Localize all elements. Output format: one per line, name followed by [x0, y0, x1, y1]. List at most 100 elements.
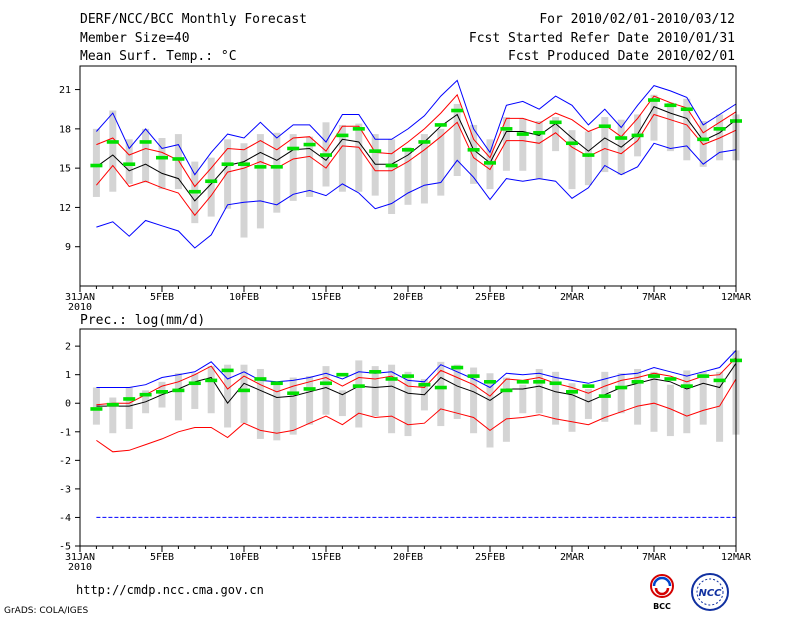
observed-mark: [254, 165, 267, 169]
obs-range-bar: [666, 102, 674, 152]
obs-range-bar: [552, 371, 560, 425]
observed-mark: [631, 133, 644, 138]
y-tick-label: 1: [65, 370, 71, 381]
obs-range-bar: [716, 371, 724, 442]
observed-mark: [336, 133, 349, 138]
observed-mark: [106, 140, 119, 144]
obs-range-bar: [289, 134, 297, 201]
obs-range-bar: [338, 390, 346, 417]
obs-range-bar: [158, 138, 166, 190]
source-url[interactable]: http://cmdp.ncc.cma.gov.cn: [76, 583, 264, 597]
x-tick-label: 2MAR: [560, 292, 585, 303]
x-tick-label: 31JAN: [65, 552, 95, 563]
obs-range-bar: [535, 121, 543, 179]
observed-mark: [484, 380, 496, 384]
obs-range-bar: [174, 134, 182, 190]
obs-range-bar: [207, 366, 215, 414]
series-line-lower: [96, 113, 737, 217]
obs-range-bar: [716, 114, 724, 161]
obs-range-bar: [388, 364, 396, 434]
observed-mark: [615, 136, 628, 140]
x-tick-year-label: 2010: [68, 302, 92, 313]
observed-mark: [287, 391, 300, 396]
observed-mark: [106, 402, 119, 407]
obs-range-bar: [666, 384, 674, 437]
observed-mark: [303, 387, 316, 391]
observed-mark: [418, 382, 431, 387]
obs-range-bar: [338, 124, 346, 192]
obs-range-bar: [519, 118, 527, 171]
y-tick-label: -5: [59, 542, 71, 553]
obs-range-bar: [92, 128, 100, 197]
observed-mark: [188, 189, 201, 194]
series-line-lower: [96, 378, 737, 453]
obs-range-bar: [535, 368, 543, 414]
observed-mark: [648, 98, 660, 102]
observed-mark: [352, 384, 365, 388]
observed-mark: [516, 380, 529, 384]
obs-range-bar: [584, 388, 592, 419]
obs-range-bar: [355, 123, 363, 192]
fcst-started-date: Fcst Started Refer Date 2010/01/31: [468, 31, 735, 46]
x-tick-year-label: 2010: [68, 562, 92, 573]
observed-mark: [713, 127, 726, 131]
obs-range-bar: [519, 384, 527, 414]
obs-range-bar: [306, 136, 314, 197]
series-line-mean: [96, 105, 737, 202]
observed-mark: [533, 380, 546, 384]
obs-range-bar: [224, 139, 232, 209]
observed-mark: [631, 380, 644, 384]
observed-mark: [90, 163, 103, 168]
y-tick-label: -1: [59, 427, 71, 438]
obs-range-bar: [453, 103, 461, 176]
x-tick-label: 5FEB: [150, 292, 174, 303]
x-tick-label: 5FEB: [150, 552, 174, 563]
obs-range-bar: [109, 397, 117, 434]
obs-range-bar: [306, 376, 314, 425]
fcst-produced-date: Fcst Produced Date 2010/02/01: [508, 49, 735, 64]
observed-mark: [582, 384, 595, 388]
observed-mark: [238, 162, 250, 167]
series-line-min: [96, 142, 737, 249]
x-tick-label: 15FEB: [311, 552, 341, 563]
forecast-period: For 2010/02/01-2010/03/12: [539, 12, 735, 27]
obs-range-bar: [552, 117, 560, 152]
observed-mark: [156, 390, 168, 394]
observed-mark: [320, 381, 332, 386]
chart-title: DERF/NCC/BCC Monthly Forecast: [80, 12, 307, 27]
observed-mark: [418, 140, 431, 144]
x-tick-label: 25FEB: [475, 292, 505, 303]
observed-mark: [697, 137, 710, 142]
obs-range-bar: [256, 134, 264, 229]
observed-mark: [434, 385, 447, 390]
obs-range-bar: [109, 110, 117, 192]
observed-mark: [303, 142, 316, 147]
observed-mark: [205, 378, 218, 383]
obs-range-bar: [371, 366, 379, 417]
observed-mark: [549, 120, 562, 125]
obs-range-bar: [699, 371, 707, 425]
observed-mark: [369, 370, 382, 374]
y-tick-label: 21: [59, 85, 71, 96]
x-tick-label: 7MAR: [642, 552, 667, 563]
obs-range-bar: [125, 387, 133, 429]
x-tick-label: 12MAR: [721, 552, 752, 563]
x-tick-label: 20FEB: [393, 552, 423, 563]
obs-range-bar: [650, 371, 658, 432]
obs-range-bar: [470, 124, 478, 184]
obs-range-bar: [568, 383, 576, 432]
obs-range-bar: [322, 366, 330, 415]
observed-mark: [516, 132, 529, 136]
series-line-max: [96, 79, 737, 176]
obs-range-bar: [502, 117, 510, 171]
observed-mark: [467, 148, 480, 152]
obs-range-bar: [683, 98, 691, 161]
obs-range-bar: [191, 373, 199, 409]
observed-mark: [451, 108, 464, 113]
observed-mark: [566, 141, 578, 146]
obs-range-bar: [601, 117, 609, 173]
plot-frame: [79, 328, 737, 547]
